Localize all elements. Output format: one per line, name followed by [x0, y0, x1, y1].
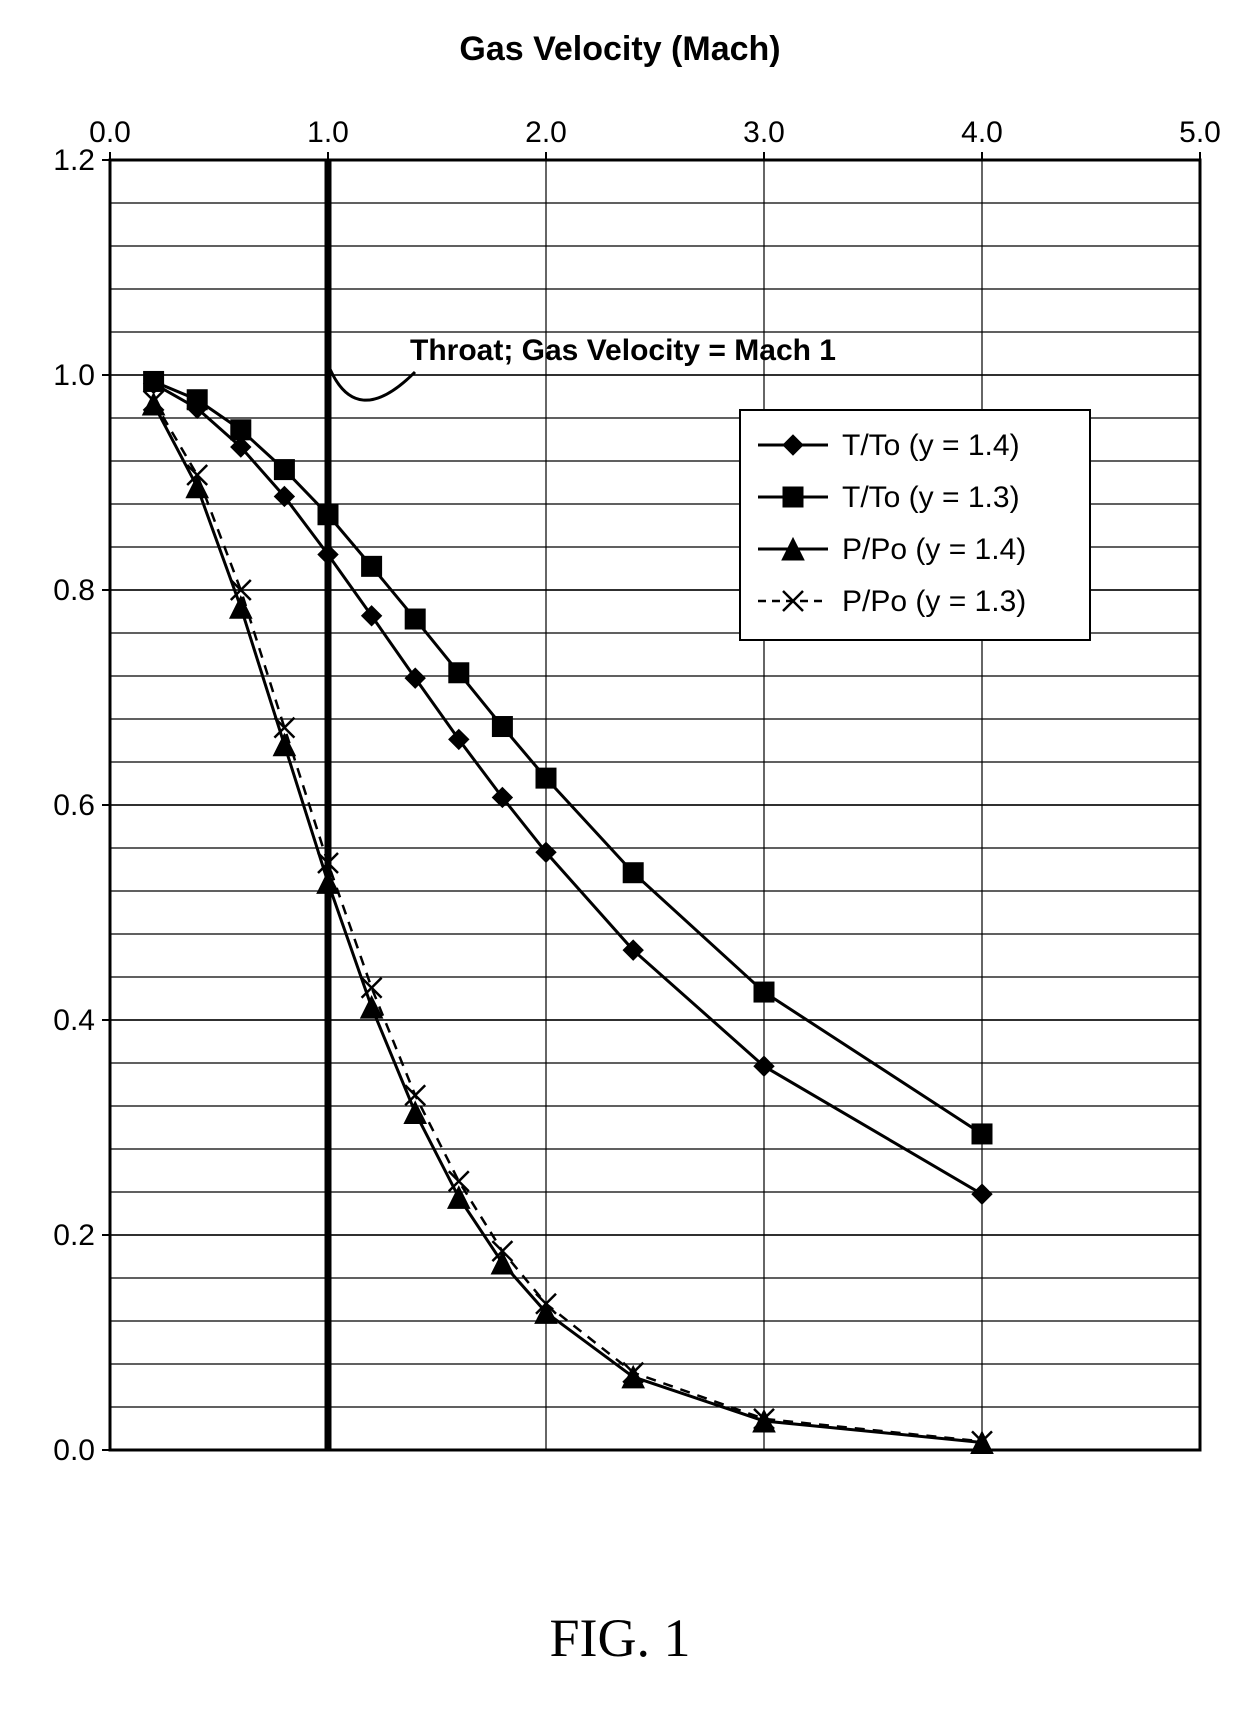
- y-tick-label: 0.2: [53, 1219, 95, 1252]
- legend-label: P/Po (y = 1.4): [842, 533, 1026, 566]
- throat-annotation: Throat; Gas Velocity = Mach 1: [410, 334, 836, 367]
- legend-label: P/Po (y = 1.3): [842, 585, 1026, 618]
- y-tick-label: 1.2: [53, 144, 95, 177]
- line-chart: 0.0 1.0 2.0 3.0 4.0 5.0 0.0 0.2 0.4 0.6 0.8 1.0 1.2 T…: [20, 100, 1220, 1500]
- x-tick-label: 3.0: [743, 116, 785, 149]
- legend-label: T/To (y = 1.3): [842, 481, 1020, 514]
- y-tick-label: 0.6: [53, 789, 95, 822]
- figure-caption: FIG. 1: [0, 1607, 1240, 1669]
- chart-container: 0.0 1.0 2.0 3.0 4.0 5.0 0.0 0.2 0.4 0.6 0.8 1.0 1.2 T…: [20, 100, 1220, 1500]
- x-tick-label: 0.0: [89, 116, 131, 149]
- y-tick-label: 0.4: [53, 1004, 95, 1037]
- page-root: Gas Velocity (Mach) 0.01.02.03.04.05.00.…: [0, 0, 1240, 1729]
- x-tick-label: 5.0: [1179, 116, 1220, 149]
- legend: T/To (y = 1.4) T/To (y = 1.3) P/Po (y = 1.…: [740, 410, 1090, 640]
- y-tick-label: 1.0: [53, 359, 95, 392]
- x-tick-label: 1.0: [307, 116, 349, 149]
- legend-label: T/To (y = 1.4): [842, 429, 1020, 462]
- y-tick-label: 0.0: [53, 1434, 95, 1467]
- y-tick-label: 0.8: [53, 574, 95, 607]
- x-tick-label: 4.0: [961, 116, 1003, 149]
- x-tick-label: 2.0: [525, 116, 567, 149]
- chart-title: Gas Velocity (Mach): [0, 30, 1240, 69]
